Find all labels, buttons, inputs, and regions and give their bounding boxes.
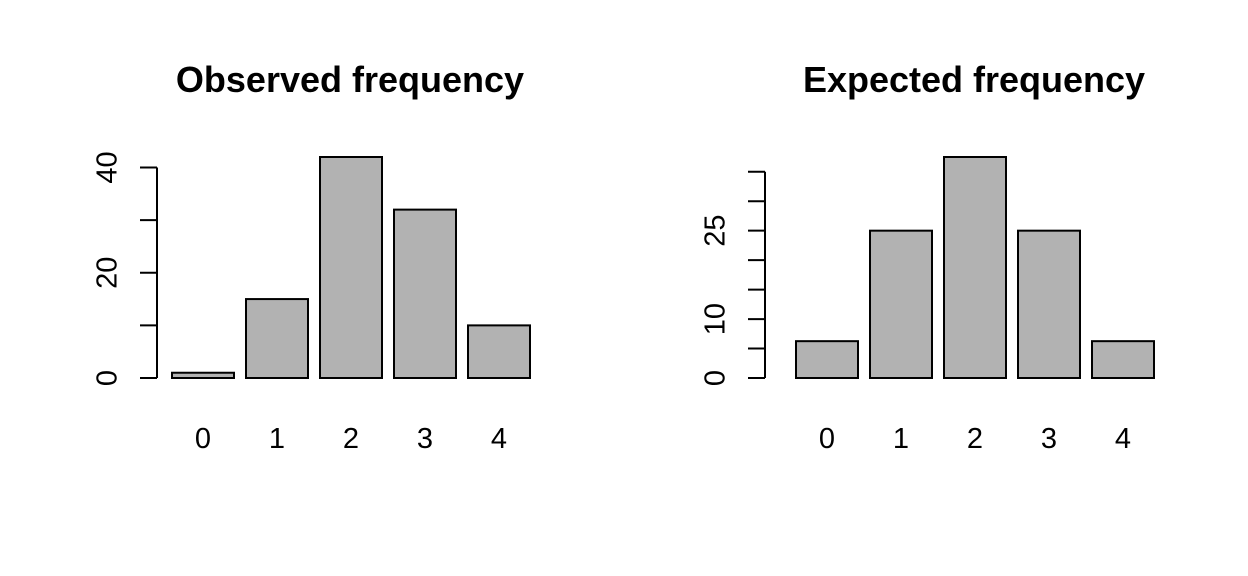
bar-4 [467, 324, 531, 379]
x-tick-label: 1 [893, 423, 909, 455]
bar-1 [869, 229, 933, 379]
bar-3 [393, 208, 457, 379]
x-tick-label: 4 [491, 423, 507, 455]
bar-3 [1017, 229, 1081, 379]
bar-2 [319, 156, 383, 379]
x-tick-label: 4 [1115, 423, 1131, 455]
bar-0 [171, 371, 235, 380]
bar-4 [1091, 340, 1155, 379]
y-tick-label: 25 [700, 215, 732, 247]
bar-1 [245, 298, 309, 380]
y-tick-label: 10 [700, 303, 732, 335]
x-tick-label: 0 [195, 423, 211, 455]
x-tick-label: 2 [343, 423, 359, 455]
bar-2 [943, 156, 1007, 379]
y-tick-label: 40 [92, 151, 124, 183]
y-tick-label: 20 [92, 257, 124, 289]
y-tick-label: 0 [700, 370, 732, 386]
expected-frequency-panel: Expected frequency 0 1 2 3 4 0 10 25 [700, 59, 1155, 455]
x-tick-label: 2 [967, 423, 983, 455]
chart-title: Expected frequency [803, 59, 1145, 100]
y-tick-label: 0 [92, 370, 124, 386]
x-tick-label: 3 [1041, 423, 1057, 455]
chart-title: Observed frequency [176, 59, 524, 100]
x-tick-label: 3 [417, 423, 433, 455]
bar-0 [795, 340, 859, 379]
x-tick-label: 0 [819, 423, 835, 455]
x-tick-label: 1 [269, 423, 285, 455]
